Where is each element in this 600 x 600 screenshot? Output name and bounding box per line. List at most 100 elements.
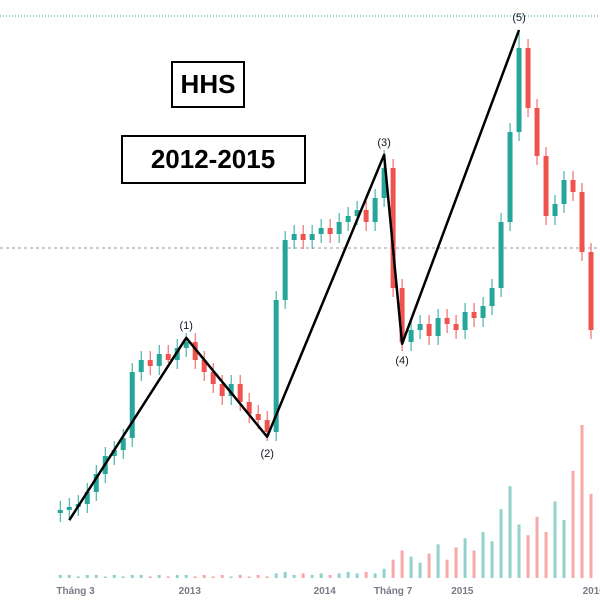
volume-bar — [184, 574, 188, 578]
candle-body — [399, 288, 405, 342]
volume-bar — [130, 574, 134, 578]
volume-bar — [418, 562, 422, 578]
candle-body — [336, 222, 342, 234]
candle-body — [435, 318, 441, 336]
volume-bar — [157, 574, 161, 578]
volume-bar — [526, 535, 530, 578]
candle-body — [471, 312, 477, 318]
volume-bar — [139, 574, 143, 578]
volume-bar — [400, 550, 404, 578]
candle-body — [120, 438, 126, 450]
wave-label: (2) — [260, 448, 273, 460]
candle-body — [192, 342, 198, 360]
candle-body — [129, 372, 135, 438]
candles — [57, 30, 594, 522]
candle-body — [390, 168, 396, 288]
candle-body — [570, 180, 576, 192]
volume-bar — [103, 576, 107, 578]
wave-label: (3) — [377, 137, 390, 149]
candle-body — [507, 132, 513, 222]
candle-body — [354, 210, 360, 216]
volume-bar — [238, 574, 242, 578]
candle-body — [255, 414, 261, 420]
candle-body — [57, 510, 63, 513]
volume-bar — [229, 576, 233, 578]
candle-body — [111, 450, 117, 456]
waves: (1) (2) (3) (4) (5) — [68, 12, 526, 521]
candle-body — [66, 507, 72, 510]
volume-bar — [553, 501, 557, 578]
volume-bar — [535, 516, 539, 578]
volume-bar — [355, 573, 359, 578]
volume-bar — [499, 509, 503, 578]
volume-bar — [58, 574, 62, 578]
volume-bar — [148, 576, 152, 578]
volume-bar — [364, 571, 368, 578]
volume-bar — [256, 574, 260, 578]
candle-body — [264, 420, 270, 432]
volume-bar — [76, 576, 80, 578]
x-tick-label: 2015 — [451, 586, 474, 597]
volume-bar — [292, 574, 296, 578]
volume-bar — [391, 559, 395, 578]
candle-body — [138, 360, 144, 372]
candle-body — [489, 288, 495, 306]
volume-bar — [85, 574, 89, 578]
candle-body — [525, 48, 531, 108]
candle-body — [273, 300, 279, 432]
candle-body — [291, 234, 297, 240]
candle-body — [237, 384, 243, 402]
volume-bar — [121, 576, 125, 578]
candle-body — [516, 48, 522, 132]
x-tick-label: 2013 — [179, 586, 202, 597]
candle-body — [480, 306, 486, 318]
volume-bar — [274, 573, 278, 578]
candle-body — [327, 228, 333, 234]
volume-bar — [454, 547, 458, 578]
candle-body — [147, 360, 153, 366]
volume-bar — [346, 571, 350, 578]
volume-bar — [463, 538, 467, 578]
candle-body — [561, 180, 567, 204]
candle-body — [309, 234, 315, 240]
x-tick-label: Tháng 7 — [374, 586, 413, 597]
candle-body — [219, 384, 225, 396]
volume — [58, 425, 593, 578]
volume-bar — [589, 493, 593, 578]
candle-body — [552, 204, 558, 216]
volume-bar — [490, 541, 494, 578]
volume-bar — [409, 556, 413, 578]
volume-bar — [382, 568, 386, 578]
candle-body — [579, 192, 585, 252]
volume-bar — [481, 532, 485, 578]
volume-bar — [193, 576, 197, 578]
candle-body — [444, 318, 450, 324]
candle-body — [165, 354, 171, 360]
candle-body — [93, 474, 99, 492]
chart-subtitle: 2012-2015 — [151, 144, 275, 174]
volume-bar — [202, 574, 206, 578]
volume-bar — [571, 470, 575, 578]
candle-body — [408, 330, 414, 342]
volume-bar — [373, 573, 377, 578]
x-tick-label: Tháng 3 — [56, 586, 95, 597]
candle-body — [426, 324, 432, 336]
volume-bar — [328, 574, 332, 578]
wave-label: (4) — [395, 355, 408, 367]
candle-body — [372, 198, 378, 222]
candle-body — [498, 222, 504, 288]
volume-bar — [247, 576, 251, 578]
candle-body — [246, 402, 252, 414]
x-tick-label: 2014 — [314, 586, 337, 597]
wave-label: (1) — [179, 320, 192, 332]
volume-bar — [211, 576, 215, 578]
volume-bar — [175, 574, 179, 578]
title-box — [171, 61, 245, 108]
candle-body — [453, 324, 459, 330]
candle-body — [228, 384, 234, 396]
candle-body — [534, 108, 540, 156]
volume-bar — [94, 574, 98, 578]
volume-bar — [562, 519, 566, 578]
volume-bar — [580, 425, 584, 578]
